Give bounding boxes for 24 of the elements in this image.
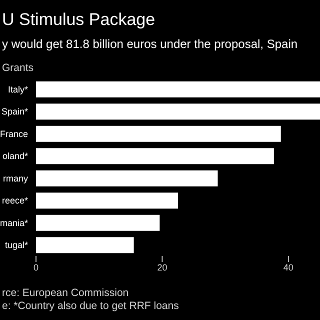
y-tick-label: tugal*	[4, 240, 28, 250]
bar	[36, 192, 178, 209]
x-tick-label: 40	[283, 262, 294, 272]
chart-subtitle: y would get 81.8 billion euros under the proposal, Spain	[2, 37, 298, 51]
y-tick-label: mania*	[0, 218, 28, 228]
bar	[36, 148, 274, 164]
y-tick-label: oland*	[2, 151, 28, 162]
bar	[36, 81, 320, 98]
text: Grants	[2, 62, 34, 74]
text: rce: European Commission	[2, 287, 129, 299]
text: e: *Country also due to get RRF loans	[2, 300, 179, 312]
y-tick-label: reece*	[2, 196, 28, 206]
x-tick-label: 20	[157, 262, 168, 272]
bar	[36, 237, 134, 254]
bar	[36, 104, 320, 120]
bar	[36, 170, 218, 186]
y-tick-label: Italy*	[8, 84, 28, 94]
chart-title: U Stimulus Package	[2, 10, 156, 30]
bar	[36, 126, 281, 142]
y-tick-label: France	[0, 128, 28, 139]
bar	[36, 214, 160, 231]
x-tick-label: 0	[33, 262, 39, 272]
y-tick-label: Spain*	[1, 106, 28, 117]
y-tick-label: rmany	[2, 173, 28, 184]
